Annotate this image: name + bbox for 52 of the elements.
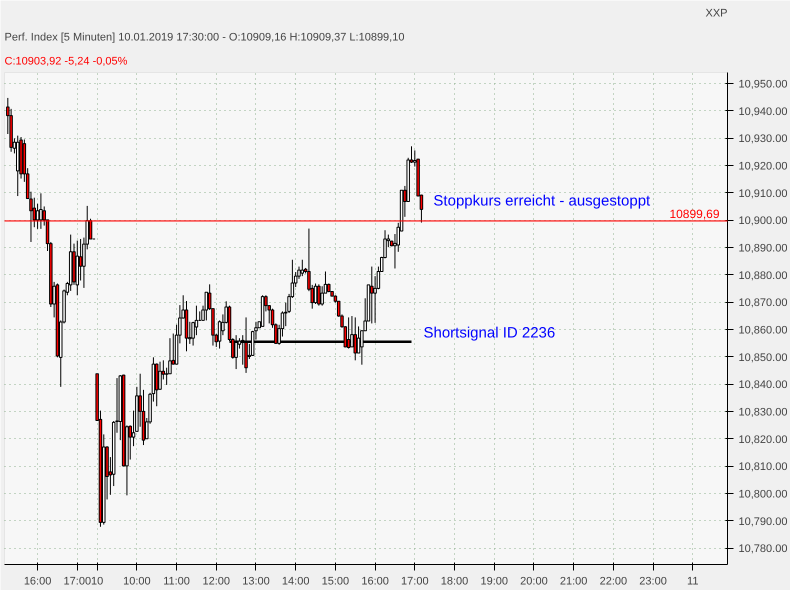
y-tick-label: 10,800.00 bbox=[738, 488, 788, 500]
x-tick-label: 16:00 bbox=[361, 576, 389, 588]
candlestick bbox=[370, 266, 374, 324]
y-tick-label: 10,810.00 bbox=[738, 461, 788, 474]
x-tick-label: 16:00 bbox=[24, 576, 52, 588]
candlestick bbox=[346, 316, 350, 350]
x-tick-label: 11 bbox=[687, 576, 698, 588]
x-tick-label: 20:00 bbox=[520, 576, 548, 588]
candlestick bbox=[300, 259, 304, 277]
candlestick bbox=[317, 284, 321, 306]
y-tick-label: 10,940.00 bbox=[738, 106, 788, 118]
x-tick-label: 17:00 bbox=[64, 576, 92, 588]
candlestick bbox=[354, 316, 357, 361]
x-tick-label: 11:00 bbox=[163, 576, 190, 588]
x-tick-label: 10:00 bbox=[123, 576, 151, 588]
y-tick-label: 10,890.00 bbox=[738, 242, 788, 254]
chart-title: Perf. Index [5 Minuten] 10.01.2019 17:30:00 - O:10909,16 H:10909,37 L:10899,10 bbox=[4, 32, 404, 44]
x-tick-label: 19:00 bbox=[480, 576, 508, 588]
y-tick-label: 10,840.00 bbox=[738, 379, 788, 392]
x-tick-label: 10 bbox=[91, 576, 104, 588]
x-tick-label: 15:00 bbox=[322, 576, 350, 588]
y-tick-label: 10,880.00 bbox=[738, 270, 788, 282]
x-tick-label: 23:00 bbox=[639, 576, 667, 588]
annotation: Shortsignal ID 2236 bbox=[424, 324, 556, 342]
x-tick-label: 12:00 bbox=[202, 576, 230, 588]
y-tick-label: 10,870.00 bbox=[738, 297, 788, 310]
y-tick-label: 10,930.00 bbox=[738, 133, 788, 146]
candlestick bbox=[158, 361, 162, 390]
y-tick-label: 10,780.00 bbox=[738, 543, 788, 556]
x-tick-label: 14:00 bbox=[282, 576, 310, 588]
x-tick-label: 13:00 bbox=[242, 576, 270, 588]
candlestick bbox=[78, 238, 82, 282]
x-tick-label: 21:00 bbox=[560, 576, 588, 588]
y-tick-label: 10,850.00 bbox=[738, 352, 788, 364]
ref-line-label: 10899,69 bbox=[669, 206, 720, 221]
annotation: Stoppkurs erreicht - ausgestoppt bbox=[433, 192, 652, 210]
y-tick-label: 10,950.00 bbox=[738, 78, 788, 90]
y-tick-label: 10,830.00 bbox=[738, 406, 788, 418]
candlestick bbox=[39, 192, 43, 230]
x-tick-label: 17:00 bbox=[401, 576, 429, 588]
y-tick-label: 10,790.00 bbox=[738, 516, 788, 528]
x-tick-label: 22:00 bbox=[600, 576, 628, 588]
text: XXP bbox=[705, 8, 728, 20]
candlestick bbox=[320, 286, 324, 306]
y-tick-label: 10,900.00 bbox=[738, 215, 788, 228]
x-tick-label: 18:00 bbox=[440, 576, 468, 588]
y-tick-label: 10,920.00 bbox=[738, 160, 788, 172]
y-tick-label: 10,910.00 bbox=[738, 188, 788, 200]
y-tick-label: 10,820.00 bbox=[738, 434, 788, 446]
y-tick-label: 10,860.00 bbox=[738, 324, 788, 336]
candlestick bbox=[194, 305, 198, 336]
chart-subtitle: C:10903,92 -5,24 -0,05% bbox=[4, 56, 128, 68]
